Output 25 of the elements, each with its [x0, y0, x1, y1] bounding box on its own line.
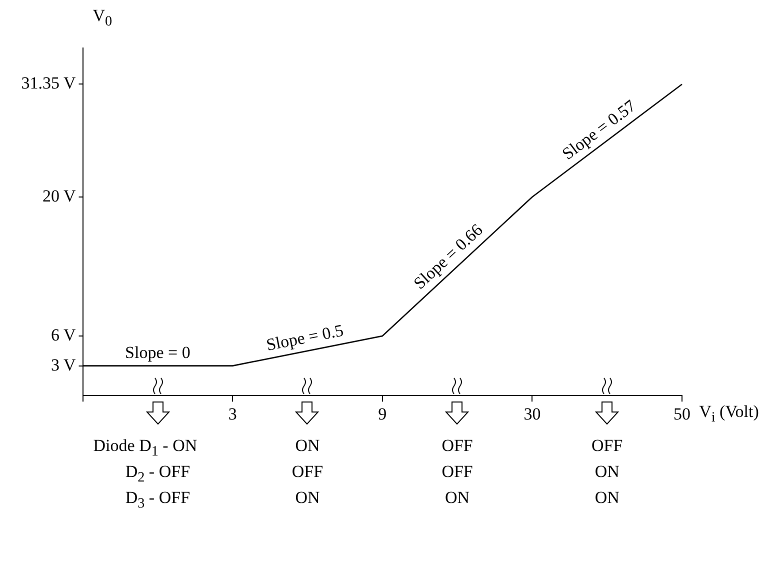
- y-tick-label: 3 V: [51, 355, 76, 374]
- text: D$_{3}$ - OFF: [125, 488, 190, 512]
- x-tick-label: 30: [524, 404, 541, 424]
- x-axis-title: V$_{i}$ (Volt): [698, 400, 760, 427]
- text: Diode D$_{1}$ - ON: [93, 436, 198, 460]
- y-tick-label: 31.35 V: [21, 74, 76, 93]
- text: OFF: [292, 462, 324, 482]
- text: ON: [295, 488, 320, 508]
- annotation: Slope = 0.57: [558, 96, 640, 164]
- x-tick-label: 50: [674, 404, 690, 424]
- text: ON: [445, 488, 470, 508]
- text: ON: [295, 436, 320, 456]
- x-tick-label: 3: [228, 404, 237, 424]
- text: ON: [594, 488, 620, 508]
- text: OFF: [442, 462, 473, 482]
- annotation: Slope = 0: [125, 342, 190, 362]
- x-tick-label: 9: [378, 404, 387, 424]
- text: OFF: [592, 436, 623, 456]
- annotation: Slope = 0.5: [264, 320, 345, 355]
- y-tick-label: 6 V: [51, 325, 76, 344]
- y-tick-label: 20 V: [42, 186, 76, 206]
- text: ON: [594, 462, 620, 482]
- text: D$_{2}$ - OFF: [125, 462, 190, 486]
- y-axis-title: V$_{0}$: [92, 6, 112, 30]
- text: OFF: [442, 436, 473, 456]
